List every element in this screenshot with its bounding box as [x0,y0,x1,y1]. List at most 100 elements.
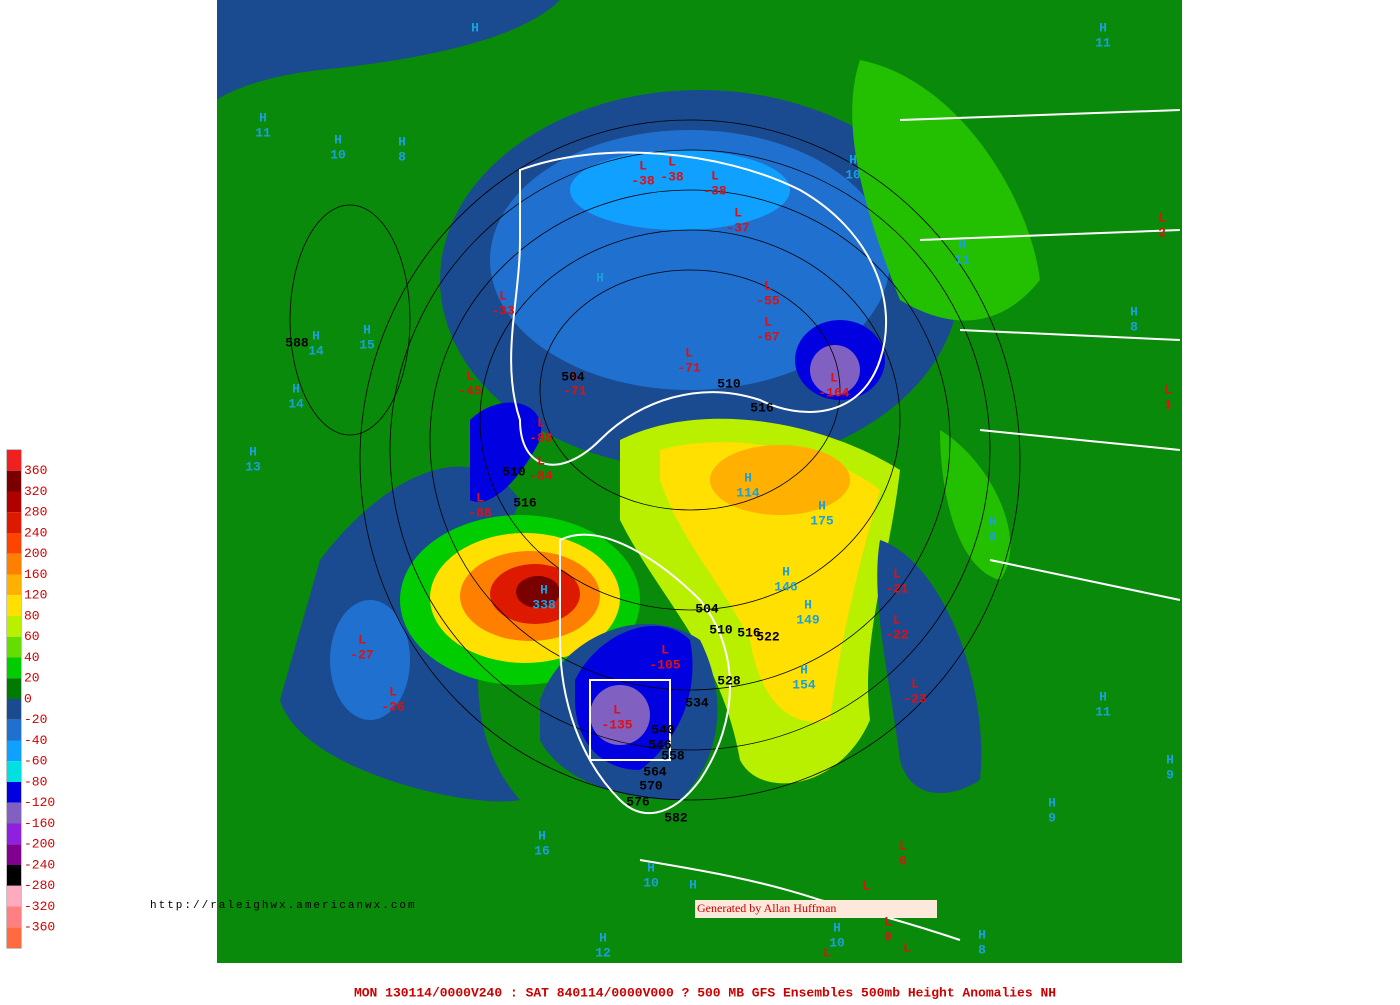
colorbar-label: -320 [24,899,55,914]
colorbar-label: -80 [24,774,47,789]
center-letter: H [1130,304,1138,319]
center-letter: L [537,453,545,468]
colorbar-swatch [7,823,21,845]
center-value: 11 [1095,35,1111,50]
contour-label: 516 [750,400,774,415]
center-letter: L [884,914,892,929]
colorbar-label: -160 [24,816,55,831]
contour-label: 570 [639,778,663,793]
center-value: -71 [677,360,701,375]
center-letter: H [1048,795,1056,810]
center-letter: H [471,20,479,35]
center-letter: L [1164,382,1172,397]
colorbar-swatch [7,450,21,471]
center-letter: L [668,154,676,169]
center-value: 146 [774,579,798,594]
colorbar-label: -20 [24,712,47,727]
contour-label: 522 [756,629,780,644]
center-value: -45 [458,383,482,398]
center-letter: H [334,132,342,147]
center-letter: L [764,314,772,329]
colorbar-label: 360 [24,463,47,478]
colorbar-swatch [7,740,21,762]
center-letter: L [893,566,901,581]
colorbar-label: 120 [24,588,47,603]
anomaly-shading [217,0,1040,802]
contour-label: 516 [737,625,761,640]
center-value: 14 [288,396,304,411]
center-value: -37 [726,220,749,235]
contour-label: 534 [685,695,709,710]
center-letter: H [744,470,752,485]
colorbar-swatch [7,844,21,865]
contour-label: 576 [626,794,650,809]
colorbar-swatch [7,491,21,513]
colorbar-label: -360 [24,920,55,935]
center-letter: L [830,370,838,385]
center-value: 12 [595,945,611,960]
colorbar-swatch [7,761,21,782]
center-value: 11 [954,252,970,267]
center-value: -21 [885,581,909,596]
colorbar-label: -40 [24,733,47,748]
center-value: -33 [491,303,515,318]
contour-label: 588 [285,335,309,350]
colorbar-swatch [7,678,21,699]
contour-label: 516 [513,495,537,510]
coastlines [510,109,1181,941]
center-letter: H [1099,689,1107,704]
center-value: -164 [818,385,849,400]
center-letter: H [849,152,857,167]
center-letter: H [398,134,406,149]
contour-label: 558 [661,748,685,763]
center-value: 10 [829,935,845,950]
colorbar-swatch [7,595,21,616]
center-letter: L [537,415,545,430]
center-letter: H [1099,20,1107,35]
center-letter: L [571,368,579,383]
center-letter: L [466,368,474,383]
center-value: 338 [532,597,556,612]
center-letter: H [599,930,607,945]
colorbar-label: 40 [24,650,40,665]
colorbar-label: 160 [24,567,47,582]
center-letter: L [613,702,621,717]
contour-label: 582 [664,810,688,825]
source-url: http://raleighwx.americanwx.com [150,900,417,912]
colorbar-swatch [7,636,21,658]
colorbar-swatch [7,616,21,637]
center-value: 11 [1095,704,1111,719]
center-value: -22 [885,627,909,642]
center-value: 14 [308,343,324,358]
center-value: 149 [796,612,820,627]
center-letter: L [661,642,669,657]
center-letter: H [259,110,267,125]
colorbar-label: -60 [24,754,47,769]
center-letter: L [893,612,901,627]
center-letter: H [958,237,966,252]
center-letter: L [764,278,772,293]
center-letter: L [499,288,507,303]
center-letter: H [1166,752,1174,767]
center-value: 8 [398,149,406,164]
colorbar-swatch [7,553,21,575]
height-contours [289,119,1021,801]
center-letter: H [363,322,371,337]
center-value: 9 [1048,810,1056,825]
center-value: 2 [1158,225,1166,240]
center-value: 13 [245,459,261,474]
center-value: -38 [703,183,727,198]
colorbar-swatch [7,512,21,533]
credit: Generated by Allan Huffman [697,901,836,915]
center-value: 175 [810,513,834,528]
colorbar-swatch [7,802,21,824]
center-value: -105 [649,657,680,672]
center-value: -84 [529,468,553,483]
center-value: 8 [989,529,997,544]
credit-box [695,900,937,918]
colorbar-swatch [7,906,21,928]
center-letter: L [734,205,742,220]
center-letter: L [476,490,484,505]
contour-label: 510 [709,622,733,637]
